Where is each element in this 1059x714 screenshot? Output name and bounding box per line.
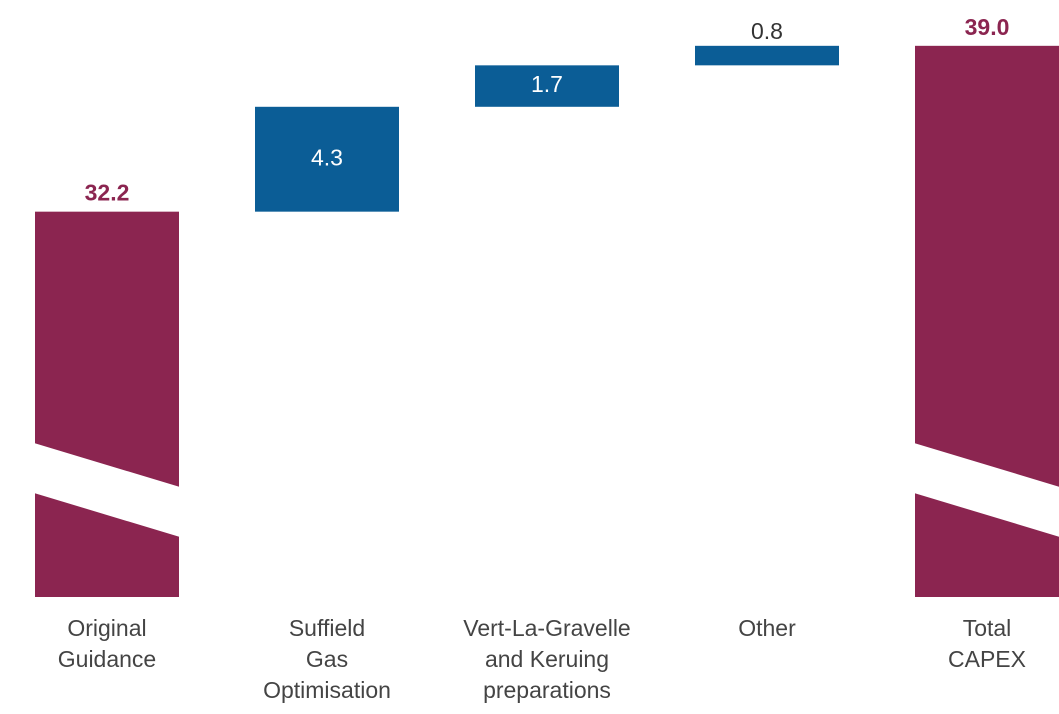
x-tick-label: Original <box>67 615 146 641</box>
value-label: 32.2 <box>85 180 130 206</box>
value-label: 0.8 <box>751 18 783 44</box>
bar <box>695 45 839 66</box>
axis-break <box>914 443 1059 537</box>
x-tick-label: and Keruing <box>485 646 609 672</box>
x-tick-label: Suffield <box>289 615 365 641</box>
bar <box>475 65 619 107</box>
x-tick-label: Total <box>963 615 1012 641</box>
x-tick-label: preparations <box>483 677 611 703</box>
axis-break <box>34 443 180 537</box>
value-label: 1.7 <box>531 71 563 97</box>
bar <box>35 211 179 597</box>
x-tick-label: CAPEX <box>948 646 1026 672</box>
bar <box>255 106 399 212</box>
value-label: 4.3 <box>311 144 343 170</box>
x-tick-label: Gas <box>306 646 348 672</box>
value-label: 39.0 <box>965 14 1010 40</box>
x-tick-label: Guidance <box>58 646 156 672</box>
x-tick-label: Optimisation <box>263 677 391 703</box>
x-tick-label: Other <box>738 615 796 641</box>
x-tick-label: Vert-La-Gravelle <box>463 615 630 641</box>
